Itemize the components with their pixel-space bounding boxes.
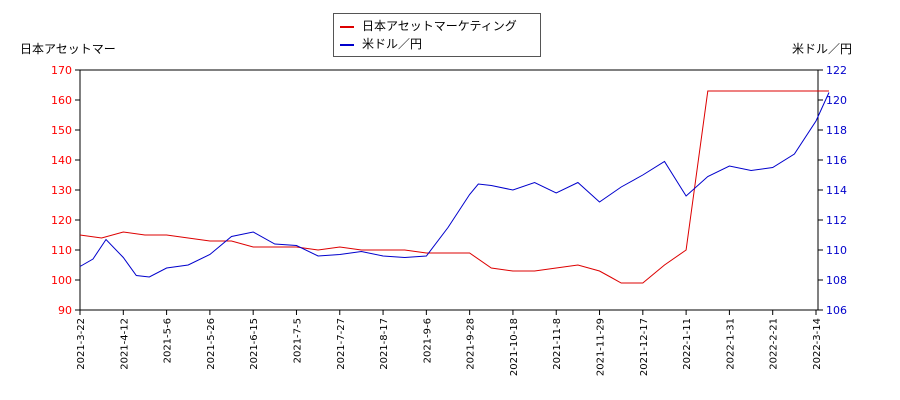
- right-axis-tick-label: 114: [826, 184, 847, 197]
- x-axis-tick-label: 2022-2-21: [769, 318, 780, 370]
- x-axis-tick-label: 2021-3-22: [76, 318, 87, 370]
- x-axis-tick-label: 2021-5-6: [163, 318, 174, 363]
- x-axis-tick-label: 2021-7-27: [336, 318, 347, 370]
- legend-label-asset: 日本アセットマーケティング: [362, 19, 517, 33]
- x-axis-tick-label: 2022-3-14: [812, 318, 823, 370]
- series-line-usdjpy: [79, 92, 830, 278]
- right-axis-tick-label: 118: [826, 124, 847, 137]
- x-axis-tick-label: 2021-6-15: [249, 318, 260, 370]
- left-axis-tick-label: 160: [51, 94, 72, 107]
- left-axis-title: 日本アセットマー: [20, 42, 116, 56]
- right-axis-tick-label: 110: [826, 244, 847, 257]
- legend: 日本アセットマーケティング 米ドル／円: [333, 13, 541, 57]
- legend-label-usdjpy: 米ドル／円: [362, 37, 423, 51]
- right-axis-tick-label: 122: [826, 64, 847, 77]
- legend-swatch-usdjpy: [340, 44, 354, 46]
- series-line-asset: [79, 90, 829, 284]
- x-axis-tick-label: 2022-1-31: [725, 318, 736, 370]
- x-axis-tick-label: 2021-9-28: [466, 318, 477, 370]
- x-axis-tick-label: 2021-11-8: [552, 318, 563, 370]
- left-axis-tick-label: 110: [51, 244, 72, 257]
- x-axis-tick-label: 2022-1-11: [682, 318, 693, 370]
- right-axis-tick-label: 116: [826, 154, 847, 167]
- right-axis-tick-label: 106: [826, 304, 847, 317]
- left-axis-tick-label: 140: [51, 154, 72, 167]
- right-axis-tick-label: 120: [826, 94, 847, 107]
- left-axis-tick-label: 90: [58, 304, 72, 317]
- plot-frame: [79, 69, 819, 311]
- x-axis-tick-label: 2021-12-17: [639, 318, 650, 376]
- left-axis-tick-label: 120: [51, 214, 72, 227]
- left-axis-tick-label: 150: [51, 124, 72, 137]
- left-axis-tick-label: 100: [51, 274, 72, 287]
- x-axis-tick-label: 2021-11-29: [596, 318, 607, 376]
- x-axis-tick-label: 2021-9-6: [422, 318, 433, 363]
- right-axis-title: 米ドル／円: [792, 42, 853, 56]
- left-axis-tick-label: 130: [51, 184, 72, 197]
- legend-swatch-asset: [340, 26, 354, 28]
- right-axis-tick-label: 112: [826, 214, 847, 227]
- right-axis-tick-label: 108: [826, 274, 847, 287]
- x-axis-tick-label: 2021-10-18: [509, 318, 520, 376]
- x-axis-tick-label: 2021-7-5: [292, 318, 303, 363]
- left-axis-tick-label: 170: [51, 64, 72, 77]
- x-axis-tick-label: 2021-5-26: [206, 318, 217, 370]
- x-axis-tick-label: 2021-8-17: [379, 318, 390, 370]
- x-axis-tick-label: 2021-4-12: [119, 318, 130, 370]
